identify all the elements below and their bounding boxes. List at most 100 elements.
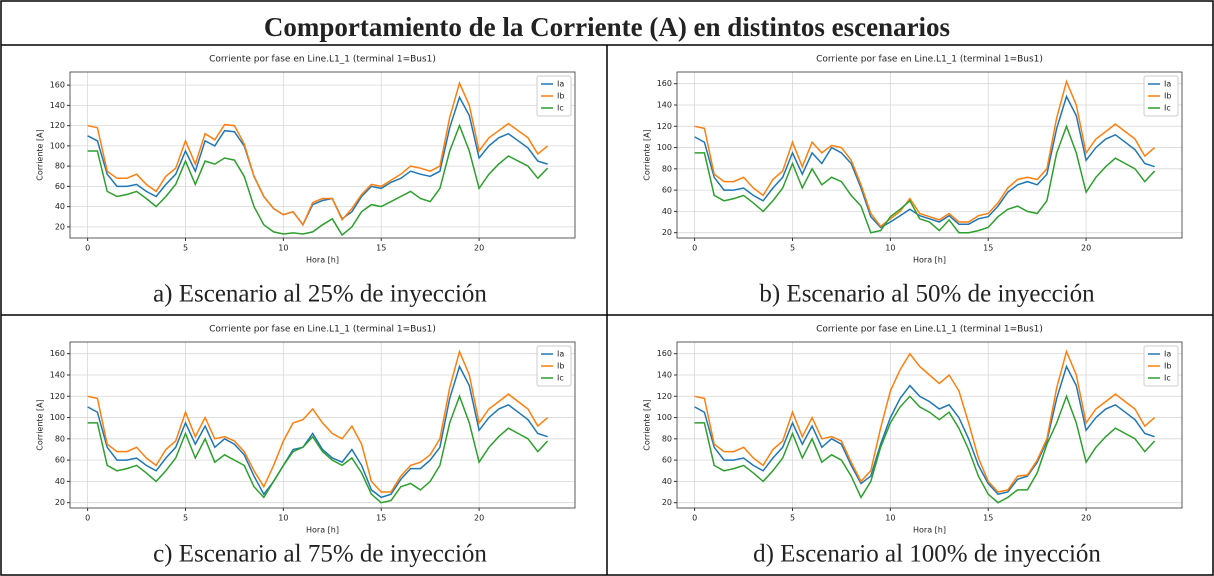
legend-box — [536, 345, 572, 387]
series-line — [694, 94, 1155, 229]
chart-title: Corriente por fase en Line.L1_1 (termina… — [816, 325, 1043, 335]
legend-label: Ib — [1164, 362, 1171, 371]
y-axis-label: Corriente [A] — [36, 129, 45, 180]
series-line — [694, 394, 1156, 504]
series-line — [87, 394, 549, 504]
chart-title: Corriente por fase en Line.L1_1 (termina… — [209, 325, 436, 335]
series-line — [694, 124, 1156, 234]
x-tick-label: 20 — [474, 244, 484, 253]
plot-frame — [69, 71, 576, 239]
y-tick-label: 100 — [50, 141, 65, 150]
x-tick-label: 10 — [885, 244, 895, 253]
y-tick-label: 100 — [657, 143, 672, 152]
series-line — [694, 364, 1155, 496]
x-tick-label: 5 — [790, 514, 795, 523]
x-tick-label: 15 — [983, 244, 993, 253]
x-tick-label: 0 — [85, 514, 90, 523]
legend-box — [1143, 345, 1179, 387]
y-tick-label: 140 — [657, 100, 672, 109]
y-tick-label: 140 — [50, 101, 65, 110]
x-tick-label: 15 — [376, 244, 386, 253]
y-tick-label: 140 — [657, 370, 672, 379]
y-tick-label: 120 — [657, 392, 672, 401]
y-tick-label: 20 — [662, 228, 672, 237]
y-tick-label: 100 — [657, 413, 672, 422]
y-tick-label: 60 — [55, 182, 65, 191]
legend-label: Ib — [557, 92, 564, 101]
caption: a) Escenario al 25% de inyección — [153, 281, 487, 308]
legend-label: Ia — [1164, 80, 1171, 89]
y-tick-label: 60 — [662, 186, 672, 195]
caption: b) Escenario al 50% de inyección — [759, 281, 1095, 308]
x-tick-label: 15 — [983, 514, 993, 523]
series-line — [87, 123, 549, 237]
x-tick-label: 0 — [692, 244, 697, 253]
x-tick-label: 5 — [790, 244, 795, 253]
x-axis-label: Hora [h] — [306, 256, 339, 265]
y-tick-label: 40 — [55, 477, 65, 486]
x-tick-label: 5 — [183, 514, 188, 523]
series-line — [694, 349, 1156, 493]
series-line — [87, 349, 549, 493]
series-line — [694, 79, 1156, 228]
plot-frame — [676, 71, 1183, 239]
series-line — [87, 80, 549, 227]
y-axis-label: Corriente [A] — [643, 129, 652, 180]
y-tick-label: 100 — [50, 413, 65, 422]
legend-label: Ia — [1164, 350, 1171, 359]
y-tick-label: 20 — [55, 222, 65, 231]
x-tick-label: 20 — [1081, 514, 1091, 523]
caption: d) Escenario al 100% de inyección — [753, 541, 1101, 568]
y-tick-label: 20 — [662, 498, 672, 507]
legend-box — [1143, 75, 1179, 117]
y-tick-label: 80 — [662, 434, 672, 443]
x-tick-label: 20 — [474, 514, 484, 523]
figure-title: Comportamiento de la Corriente (A) en di… — [264, 12, 950, 42]
legend-label: Ic — [557, 104, 564, 113]
legend-label: Ic — [557, 374, 564, 383]
y-tick-label: 80 — [55, 162, 65, 171]
chart-title: Corriente por fase en Line.L1_1 (termina… — [209, 55, 436, 65]
y-tick-label: 60 — [662, 456, 672, 465]
series-line — [87, 364, 548, 499]
caption: c) Escenario al 75% de inyección — [153, 541, 487, 568]
x-tick-label: 20 — [1081, 244, 1091, 253]
y-tick-label: 40 — [55, 202, 65, 211]
legend-label: Ib — [557, 362, 564, 371]
y-tick-label: 40 — [662, 207, 672, 216]
y-tick-label: 160 — [50, 349, 65, 358]
y-tick-label: 120 — [657, 122, 672, 131]
legend-label: Ib — [1164, 92, 1171, 101]
x-tick-label: 15 — [376, 514, 386, 523]
x-tick-label: 10 — [278, 244, 288, 253]
y-tick-label: 160 — [657, 349, 672, 358]
plot-frame — [676, 341, 1183, 509]
x-tick-label: 10 — [885, 514, 895, 523]
x-axis-label: Hora [h] — [913, 256, 946, 265]
x-tick-label: 10 — [278, 514, 288, 523]
y-axis-label: Corriente [A] — [643, 399, 652, 450]
x-axis-label: Hora [h] — [913, 526, 946, 535]
chart-title: Corriente por fase en Line.L1_1 (termina… — [816, 55, 1043, 65]
y-tick-label: 80 — [662, 164, 672, 173]
series-line — [87, 95, 548, 227]
y-tick-label: 160 — [657, 79, 672, 88]
y-tick-label: 160 — [50, 81, 65, 90]
legend-label: Ic — [1164, 374, 1171, 383]
x-axis-label: Hora [h] — [306, 526, 339, 535]
y-tick-label: 120 — [50, 121, 65, 130]
y-tick-label: 80 — [55, 434, 65, 443]
x-tick-label: 0 — [85, 244, 90, 253]
legend-box — [536, 75, 572, 117]
y-tick-label: 60 — [55, 456, 65, 465]
plot-frame — [69, 341, 576, 509]
legend-label: Ia — [557, 80, 564, 89]
x-tick-label: 0 — [692, 514, 697, 523]
x-tick-label: 5 — [183, 244, 188, 253]
y-tick-label: 40 — [662, 477, 672, 486]
y-tick-label: 140 — [50, 370, 65, 379]
y-axis-label: Corriente [A] — [36, 399, 45, 450]
y-tick-label: 20 — [55, 498, 65, 507]
legend-label: Ia — [557, 350, 564, 359]
